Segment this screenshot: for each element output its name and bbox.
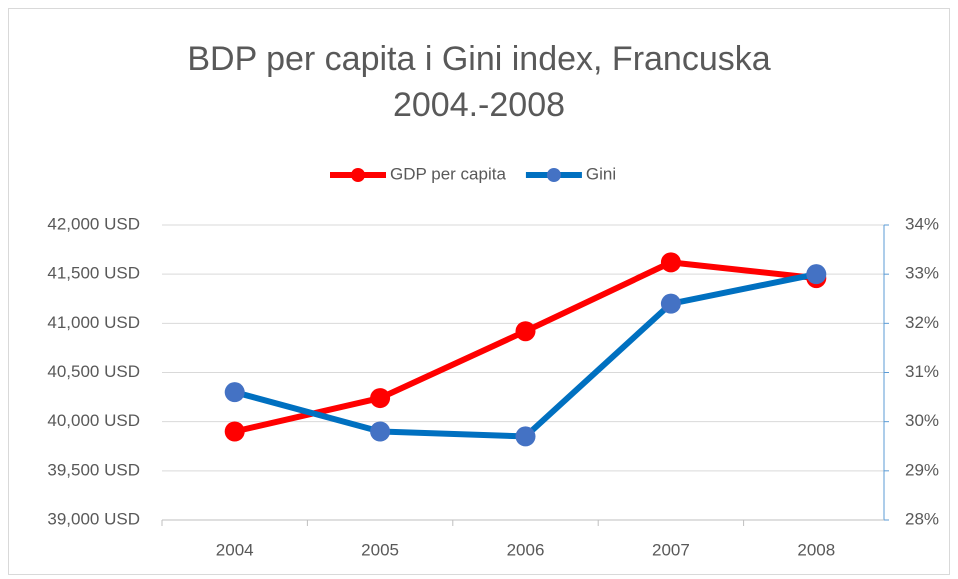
y-tick-label: 40,500 USD (47, 362, 140, 381)
y2-tick-label: 29% (905, 460, 939, 479)
y-tick-label: 40,000 USD (47, 411, 140, 430)
x-tick-label: 2006 (507, 540, 545, 559)
y-tick-label: 39,500 USD (47, 460, 140, 479)
point (515, 321, 536, 342)
y2-tick-label: 28% (905, 509, 939, 528)
point (515, 426, 536, 447)
legend-label: GDP per capita (390, 164, 506, 183)
legend-label: Gini (586, 164, 616, 183)
legend-marker (351, 168, 365, 182)
x-tick-label: 2007 (652, 540, 690, 559)
point (370, 388, 391, 409)
point (224, 421, 245, 442)
series-line (234, 259, 817, 435)
point (224, 382, 245, 403)
x-tick-label: 2005 (361, 540, 399, 559)
chart-title: BDP per capita i Gini index, Francuska 2… (187, 40, 771, 124)
x-tick-label: 2004 (216, 540, 254, 559)
y-tick-label: 39,000 USD (47, 509, 140, 528)
point (660, 293, 681, 314)
point (660, 252, 681, 273)
y2-tick-label: 33% (905, 264, 939, 283)
y-tick-label: 41,000 USD (47, 313, 140, 332)
y-tick-label: 41,500 USD (47, 264, 140, 283)
point (370, 421, 391, 442)
y-tick-label: 42,000 USD (47, 214, 140, 233)
legend-marker (546, 168, 561, 182)
chart-frame (8, 8, 950, 575)
y2-tick-label: 34% (905, 214, 939, 233)
x-tick-label: 2008 (797, 540, 835, 559)
y2-tick-label: 32% (905, 313, 939, 332)
point (806, 264, 827, 285)
y2-tick-label: 30% (905, 411, 939, 430)
y2-tick-label: 31% (905, 362, 939, 381)
